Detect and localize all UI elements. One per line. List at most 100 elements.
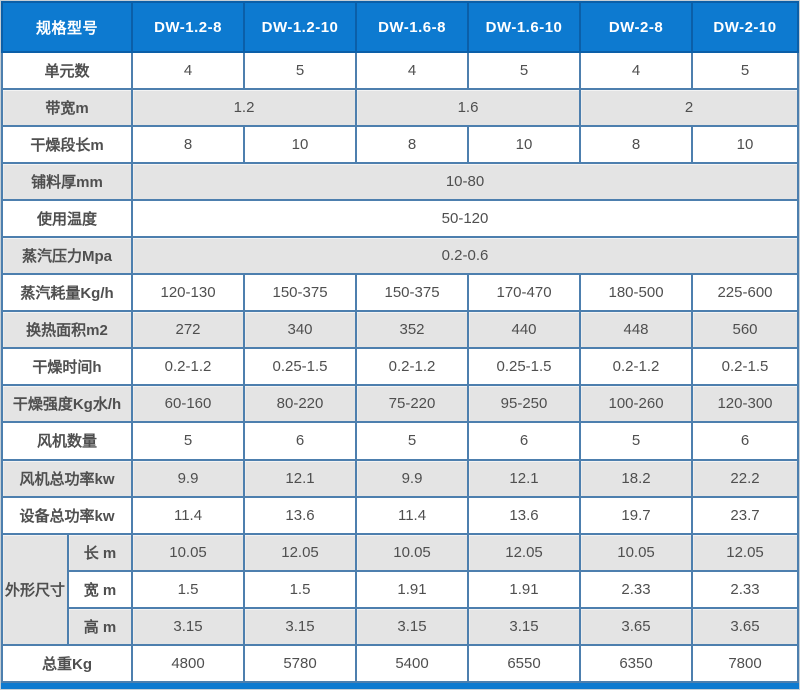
value-cell: 1.6 bbox=[355, 88, 582, 128]
table-row: 高 m 3.15 3.15 3.15 3.15 3.65 3.65 bbox=[2, 606, 799, 646]
value-cell: 9.9 bbox=[131, 458, 246, 498]
value-cell: 12.1 bbox=[467, 458, 582, 498]
value-cell: 352 bbox=[355, 310, 470, 350]
table-row: 风机总功率kw 9.9 12.1 9.9 12.1 18.2 22.2 bbox=[1, 458, 799, 498]
table-row: 蒸汽压力Mpa 0.2-0.6 bbox=[1, 236, 799, 276]
model-header: DW-1.2-8 bbox=[131, 1, 246, 53]
row-label-drying-time: 干燥时间h bbox=[1, 347, 134, 387]
value-cell: 3.15 bbox=[467, 606, 582, 646]
value-cell: 80-220 bbox=[243, 384, 358, 424]
row-label-width: 宽 m bbox=[66, 569, 134, 609]
value-cell: 150-375 bbox=[243, 273, 358, 313]
table-row: 风机数量 5 6 5 6 5 6 bbox=[1, 421, 799, 461]
value-cell: 5 bbox=[243, 50, 358, 91]
value-cell: 6350 bbox=[579, 643, 694, 684]
row-label-dimensions: 外形尺寸 bbox=[1, 532, 69, 646]
value-cell: 12.1 bbox=[243, 458, 358, 498]
value-cell: 1.91 bbox=[467, 569, 582, 609]
table-row: 铺料厚mm 10-80 bbox=[1, 162, 799, 202]
table-row: 宽 m 1.5 1.5 1.91 1.91 2.33 2.33 bbox=[2, 569, 799, 609]
value-cell: 120-300 bbox=[691, 384, 799, 424]
table-row: 总重Kg 4800 5780 5400 6550 6350 7800 bbox=[1, 643, 799, 684]
value-cell: 4 bbox=[131, 50, 246, 91]
table-row: 干燥时间h 0.2-1.2 0.25-1.5 0.2-1.2 0.25-1.5 … bbox=[1, 347, 799, 387]
value-cell: 0.2-0.6 bbox=[131, 236, 799, 276]
value-cell: 60-160 bbox=[131, 384, 246, 424]
value-cell: 340 bbox=[243, 310, 358, 350]
value-cell: 4 bbox=[355, 50, 470, 91]
row-label-fan-power: 风机总功率kw bbox=[1, 458, 134, 498]
value-cell: 3.65 bbox=[579, 606, 694, 646]
table-row: 外形尺寸 长 m 10.05 12.05 10.05 12.05 10.05 1… bbox=[1, 532, 799, 646]
value-cell: 10.05 bbox=[131, 532, 246, 572]
value-cell: 3.15 bbox=[243, 606, 358, 646]
value-cell: 10 bbox=[691, 125, 799, 165]
value-cell: 10.05 bbox=[355, 532, 470, 572]
value-cell: 2.33 bbox=[579, 569, 694, 609]
row-label-height: 高 m bbox=[66, 606, 134, 646]
value-cell: 120-130 bbox=[131, 273, 246, 313]
row-label-operating-temp: 使用温度 bbox=[1, 199, 134, 239]
value-cell: 19.7 bbox=[579, 495, 694, 535]
value-cell: 13.6 bbox=[467, 495, 582, 535]
model-header: DW-1.6-10 bbox=[467, 1, 582, 53]
value-cell: 272 bbox=[131, 310, 246, 350]
table-row: 干燥段长m 8 10 8 10 8 10 bbox=[1, 125, 799, 165]
row-label-material-thickness: 铺料厚mm bbox=[1, 162, 134, 202]
value-cell: 10 bbox=[243, 125, 358, 165]
value-cell: 0.2-1.2 bbox=[579, 347, 694, 387]
value-cell: 9.9 bbox=[355, 458, 470, 498]
value-cell: 11.4 bbox=[355, 495, 470, 535]
value-cell: 12.05 bbox=[691, 532, 799, 572]
value-cell: 2.33 bbox=[691, 569, 799, 609]
value-cell: 0.2-1.5 bbox=[691, 347, 799, 387]
row-label-heat-area: 换热面积m2 bbox=[1, 310, 134, 350]
table-row: 带宽m 1.2 1.6 2 bbox=[1, 88, 799, 128]
value-cell: 5 bbox=[691, 50, 799, 91]
value-cell: 5 bbox=[579, 421, 694, 461]
value-cell: 0.25-1.5 bbox=[243, 347, 358, 387]
value-cell: 1.5 bbox=[243, 569, 358, 609]
value-cell: 6550 bbox=[467, 643, 582, 684]
header-row: 规格型号 DW-1.2-8 DW-1.2-10 DW-1.6-8 DW-1.6-… bbox=[1, 1, 799, 53]
value-cell: 560 bbox=[691, 310, 799, 350]
value-cell: 225-600 bbox=[691, 273, 799, 313]
value-cell: 4800 bbox=[131, 643, 246, 684]
value-cell: 4 bbox=[579, 50, 694, 91]
value-cell: 0.2-1.2 bbox=[355, 347, 470, 387]
value-cell: 8 bbox=[131, 125, 246, 165]
value-cell: 18.2 bbox=[579, 458, 694, 498]
value-cell: 440 bbox=[467, 310, 582, 350]
value-cell: 95-250 bbox=[467, 384, 582, 424]
value-cell: 5780 bbox=[243, 643, 358, 684]
value-cell: 448 bbox=[579, 310, 694, 350]
value-cell: 12.05 bbox=[467, 532, 582, 572]
value-cell: 3.15 bbox=[355, 606, 470, 646]
row-label-drying-intensity: 干燥强度Kg水/h bbox=[1, 384, 134, 424]
value-cell: 0.25-1.5 bbox=[467, 347, 582, 387]
table-row: 使用温度 50-120 bbox=[1, 199, 799, 239]
value-cell: 75-220 bbox=[355, 384, 470, 424]
table-row: 设备总功率kw 11.4 13.6 11.4 13.6 19.7 23.7 bbox=[1, 495, 799, 535]
table-row: 干燥强度Kg水/h 60-160 80-220 75-220 95-250 10… bbox=[1, 384, 799, 424]
row-label-units: 单元数 bbox=[1, 50, 134, 91]
value-cell: 10.05 bbox=[579, 532, 694, 572]
value-cell: 5 bbox=[131, 421, 246, 461]
row-label-total-power: 设备总功率kw bbox=[1, 495, 134, 535]
value-cell: 11.4 bbox=[131, 495, 246, 535]
value-cell: 22.2 bbox=[691, 458, 799, 498]
table-row: 蒸汽耗量Kg/h 120-130 150-375 150-375 170-470… bbox=[1, 273, 799, 313]
row-label-steam-pressure: 蒸汽压力Mpa bbox=[1, 236, 134, 276]
value-cell: 1.5 bbox=[131, 569, 246, 609]
value-cell: 23.7 bbox=[691, 495, 799, 535]
value-cell: 150-375 bbox=[355, 273, 470, 313]
value-cell: 3.65 bbox=[691, 606, 799, 646]
value-cell: 2 bbox=[579, 88, 799, 128]
value-cell: 10-80 bbox=[131, 162, 799, 202]
value-cell: 6 bbox=[691, 421, 799, 461]
value-cell: 50-120 bbox=[131, 199, 799, 239]
model-header: DW-1.6-8 bbox=[355, 1, 470, 53]
value-cell: 6 bbox=[243, 421, 358, 461]
model-header: DW-2-10 bbox=[691, 1, 799, 53]
